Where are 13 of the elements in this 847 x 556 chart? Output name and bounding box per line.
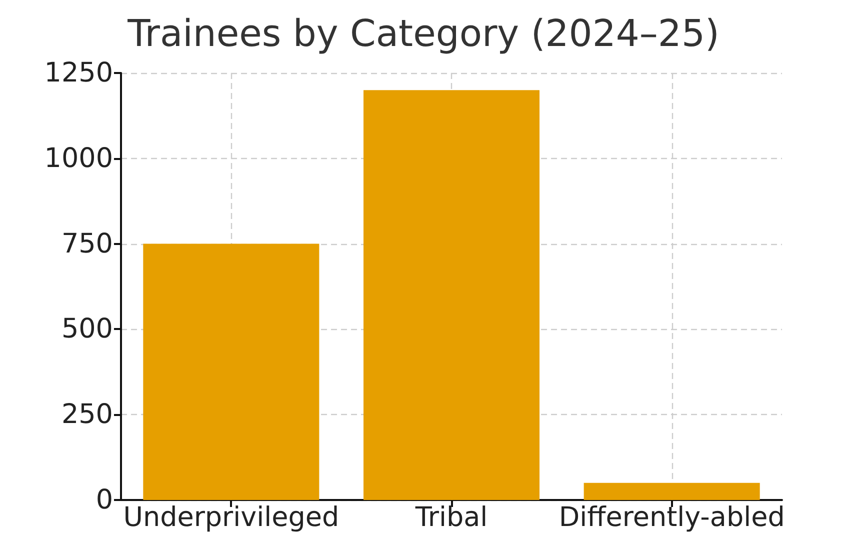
y-tick-label: 750 [61, 228, 113, 260]
y-tick-label: 1250 [44, 58, 113, 88]
x-tick-label: Tribal [414, 502, 488, 533]
bar [584, 482, 760, 500]
y-tick-label: 1000 [44, 142, 113, 174]
bar [363, 90, 540, 500]
y-tick-label: 250 [61, 399, 113, 430]
y-tick-label: 500 [61, 314, 113, 345]
y-tick-label: 0 [96, 484, 113, 516]
bar [143, 244, 320, 500]
x-tick-label: Differently-abled [558, 502, 785, 533]
x-tick-label: Underprivileged [123, 502, 340, 533]
chart-title: Trainees by Category (2024–25) [126, 12, 720, 55]
